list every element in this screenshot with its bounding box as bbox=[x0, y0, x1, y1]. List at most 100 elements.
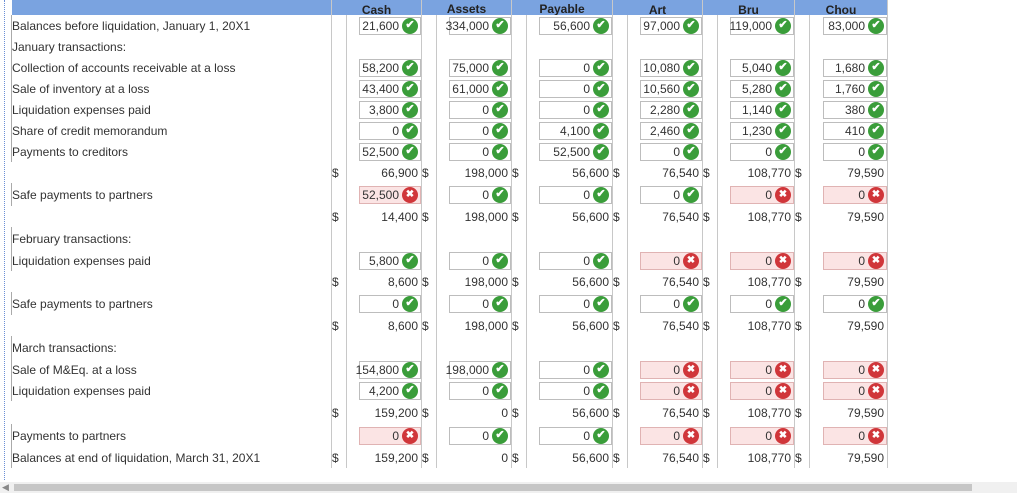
empty-cell bbox=[436, 36, 512, 57]
row-label: Collection of accounts receivable at a l… bbox=[11, 57, 332, 78]
amount-input[interactable]: 58,200 ✔ bbox=[359, 58, 421, 77]
empty-cell bbox=[794, 99, 810, 120]
amount-input[interactable]: 410 ✔ bbox=[823, 121, 887, 140]
amount-input[interactable]: 10,080 ✔ bbox=[640, 58, 702, 77]
empty-cell bbox=[702, 250, 718, 271]
amount-input[interactable]: 0 ✔ bbox=[730, 142, 794, 161]
amount-input[interactable]: 0 ✔ bbox=[449, 121, 511, 140]
amount-input[interactable]: 21,600 ✔ bbox=[359, 16, 421, 35]
amount-input[interactable]: 0 ✖ bbox=[823, 360, 887, 379]
amount-input[interactable]: 0 ✔ bbox=[449, 185, 511, 204]
amount-input[interactable]: 61,000 ✔ bbox=[449, 79, 511, 98]
amount-input[interactable]: 0 ✔ bbox=[539, 294, 612, 313]
amount-input[interactable]: 0 ✔ bbox=[449, 251, 511, 270]
amount-input[interactable]: 0 ✔ bbox=[823, 142, 887, 161]
amount-input[interactable]: 0 ✖ bbox=[640, 251, 702, 270]
header-cash: Cash bbox=[331, 0, 422, 15]
amount-input[interactable]: 0 ✔ bbox=[640, 142, 702, 161]
amount-input[interactable]: 119,000 ✔ bbox=[730, 16, 794, 35]
empty-cell bbox=[612, 78, 628, 99]
amount-input[interactable]: 334,000 ✔ bbox=[446, 16, 511, 35]
amount-input[interactable]: 83,000 ✔ bbox=[823, 16, 887, 35]
amount-input[interactable]: 0 ✔ bbox=[730, 294, 794, 313]
horizontal-scrollbar[interactable]: ◀ bbox=[0, 482, 1017, 493]
amount-input[interactable]: 0 ✖ bbox=[823, 251, 887, 270]
amount-input[interactable]: 0 ✖ bbox=[640, 360, 702, 379]
amount: 0 bbox=[501, 405, 508, 420]
amount-input[interactable]: 154,800 ✔ bbox=[356, 360, 421, 379]
amount-input[interactable]: 0 ✖ bbox=[640, 381, 702, 400]
scroll-thumb[interactable] bbox=[14, 484, 972, 491]
amount-input[interactable]: 0 ✖ bbox=[359, 426, 421, 445]
amount-input[interactable]: 0 ✔ bbox=[449, 100, 511, 119]
amount-input[interactable]: 0 ✖ bbox=[730, 360, 794, 379]
amount-input[interactable]: 0 ✔ bbox=[539, 360, 612, 379]
amount-input[interactable]: 0 ✔ bbox=[640, 294, 702, 313]
amount-input[interactable]: 10,560 ✔ bbox=[640, 79, 702, 98]
amount-input[interactable]: 52,500 ✔ bbox=[359, 142, 421, 161]
header-blank bbox=[11, 0, 332, 15]
amount-input[interactable]: 4,100 ✔ bbox=[539, 121, 612, 140]
amount-input[interactable]: 0 ✔ bbox=[823, 294, 887, 313]
amount-input[interactable]: 0 ✔ bbox=[449, 142, 511, 161]
amount-input[interactable]: 0 ✖ bbox=[730, 251, 794, 270]
amount-input[interactable]: 0 ✔ bbox=[539, 79, 612, 98]
amount-input[interactable]: 1,760 ✔ bbox=[823, 79, 887, 98]
check-icon: ✔ bbox=[593, 427, 609, 444]
amount-input[interactable]: 43,400 ✔ bbox=[359, 79, 421, 98]
empty-cell bbox=[794, 36, 810, 57]
amount-input[interactable]: 0 ✔ bbox=[449, 381, 511, 400]
amount-input[interactable]: 0 ✖ bbox=[730, 426, 794, 445]
check-icon: ✔ bbox=[492, 59, 508, 76]
amount-input[interactable]: 2,280 ✔ bbox=[640, 100, 702, 119]
check-icon: ✔ bbox=[593, 361, 609, 378]
amount-value: 410 bbox=[844, 123, 865, 138]
amount-input[interactable]: 5,040 ✔ bbox=[730, 58, 794, 77]
amount-input[interactable]: 0 ✔ bbox=[539, 381, 612, 400]
amount-input[interactable]: 0 ✔ bbox=[539, 251, 612, 270]
amount-input[interactable]: 380 ✔ bbox=[823, 100, 887, 119]
dollar-sign: $ bbox=[612, 315, 628, 336]
amount-input[interactable]: 0 ✖ bbox=[730, 185, 794, 204]
empty-cell bbox=[702, 57, 718, 78]
amount-input[interactable]: 0 ✖ bbox=[823, 426, 887, 445]
amount-input[interactable]: 0 ✔ bbox=[359, 294, 421, 313]
dollar-sign: $ bbox=[612, 271, 628, 292]
amount-input[interactable]: 0 ✔ bbox=[539, 58, 612, 77]
amount-input[interactable]: 1,230 ✔ bbox=[730, 121, 794, 140]
amount-input[interactable]: 97,000 ✔ bbox=[640, 16, 702, 35]
amount-input[interactable]: 0 ✔ bbox=[359, 121, 421, 140]
amount-input[interactable]: 198,000 ✔ bbox=[446, 360, 511, 379]
input-cell: 334,000 ✔ bbox=[436, 15, 512, 36]
amount-input[interactable]: 52,500 ✖ bbox=[359, 185, 421, 204]
amount-input[interactable]: 0 ✔ bbox=[640, 185, 702, 204]
amount-input[interactable]: 0 ✖ bbox=[823, 381, 887, 400]
amount-input[interactable]: 5,800 ✔ bbox=[359, 251, 421, 270]
empty-cell bbox=[511, 99, 527, 120]
amount-input[interactable]: 0 ✔ bbox=[539, 426, 612, 445]
amount-input[interactable]: 1,680 ✔ bbox=[823, 58, 887, 77]
subtotal-value: 76,540 bbox=[627, 206, 703, 227]
amount-input[interactable]: 4,200 ✔ bbox=[359, 381, 421, 400]
amount-input[interactable]: 0 ✔ bbox=[449, 426, 511, 445]
amount: 79,590 bbox=[847, 165, 884, 180]
amount-input[interactable]: 0 ✖ bbox=[640, 426, 702, 445]
amount-input[interactable]: 0 ✔ bbox=[539, 185, 612, 204]
amount-input[interactable]: 56,600 ✔ bbox=[539, 16, 612, 35]
amount-input[interactable]: 2,460 ✔ bbox=[640, 121, 702, 140]
amount-input[interactable]: 52,500 ✔ bbox=[539, 142, 612, 161]
amount-input[interactable]: 0 ✖ bbox=[823, 185, 887, 204]
amount-input[interactable]: 1,140 ✔ bbox=[730, 100, 794, 119]
amount-input[interactable]: 3,800 ✔ bbox=[359, 100, 421, 119]
input-cell: 0 ✔ bbox=[436, 141, 512, 162]
amount-input[interactable]: 5,280 ✔ bbox=[730, 79, 794, 98]
input-cell: 0 ✖ bbox=[627, 250, 703, 271]
amount-input[interactable]: 0 ✔ bbox=[449, 294, 511, 313]
subtotal-value: 76,540 bbox=[627, 401, 703, 424]
amount-input[interactable]: 0 ✔ bbox=[539, 100, 612, 119]
empty-cell bbox=[511, 250, 527, 271]
empty-cell bbox=[421, 380, 437, 401]
amount-input[interactable]: 75,000 ✔ bbox=[449, 58, 511, 77]
amount-input[interactable]: 0 ✖ bbox=[730, 381, 794, 400]
scroll-left-icon[interactable]: ◀ bbox=[2, 482, 9, 492]
